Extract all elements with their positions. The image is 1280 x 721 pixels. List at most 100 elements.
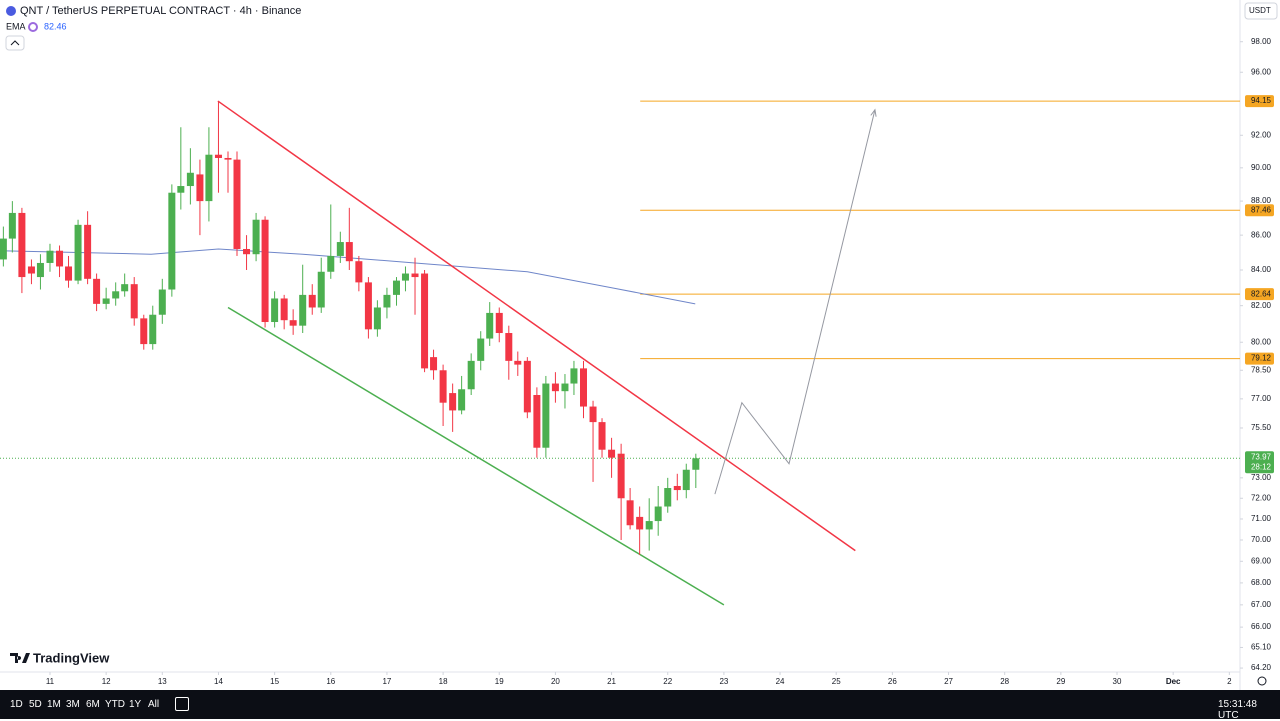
y-tick-label: 82.00 <box>1251 301 1272 310</box>
candle-body <box>477 338 485 361</box>
candle-body <box>327 255 335 272</box>
currency: USDT <box>1249 6 1271 15</box>
x-tick-label: 13 <box>158 677 167 686</box>
x-tick-label: 15 <box>270 677 279 686</box>
candle-body <box>84 224 92 279</box>
y-tick-label: 69.00 <box>1251 556 1272 565</box>
candle-body <box>654 506 662 522</box>
candle-body <box>392 280 400 295</box>
candle-body <box>467 360 475 390</box>
candle-body <box>589 406 597 423</box>
trend-line <box>227 306 725 606</box>
candle-body <box>626 500 634 526</box>
indicator-value: 82.46 <box>44 21 67 31</box>
x-tick-label: 17 <box>382 677 391 686</box>
x-tick-label: 22 <box>663 677 672 686</box>
x-tick-label: 24 <box>776 677 785 686</box>
candle-body <box>355 261 363 283</box>
level-label: 94.15 <box>1251 96 1272 105</box>
range-button[interactable]: All <box>148 699 160 710</box>
range-button[interactable]: 1M <box>47 699 61 710</box>
candle-body <box>551 383 559 392</box>
level-label: 87.46 <box>1251 205 1272 214</box>
candle-body <box>65 266 73 281</box>
candle-body <box>130 284 138 319</box>
y-tick-label: 73.00 <box>1251 473 1272 482</box>
collapse-icon <box>10 40 20 46</box>
candle-body <box>289 320 297 326</box>
range-button[interactable]: YTD <box>105 699 125 710</box>
candle-body <box>430 357 438 371</box>
x-tick-label: 25 <box>832 677 841 686</box>
candle-body <box>140 318 148 345</box>
trend-line <box>714 109 876 495</box>
y-tick-label: 78.50 <box>1251 365 1272 374</box>
candle-body <box>261 219 269 323</box>
candle-body <box>214 154 222 158</box>
candle-body <box>299 294 307 326</box>
x-tick-label: 18 <box>439 677 448 686</box>
candle-body <box>364 282 372 330</box>
candle-body <box>56 250 64 267</box>
range-button[interactable]: 3M <box>66 699 80 710</box>
candle-body <box>102 298 110 304</box>
last-price-label: 73.97 <box>1251 452 1272 461</box>
y-tick-label: 98.00 <box>1251 37 1272 46</box>
countdown: 28:12 <box>1251 462 1272 471</box>
candle-body <box>149 314 157 345</box>
x-tick-label: 23 <box>719 677 728 686</box>
candle-body <box>112 291 120 299</box>
symbol-icon <box>6 6 16 16</box>
x-tick-label: 11 <box>46 677 55 686</box>
chart: QNT / TetherUS PERPETUAL CONTRACT · 4h ·… <box>0 0 1278 690</box>
last-price-tag <box>1245 451 1274 474</box>
arrow-head <box>870 108 877 117</box>
candle-body <box>692 458 700 470</box>
logo-icon <box>10 653 30 663</box>
candle-body <box>495 312 503 334</box>
clock: 15:31:48 UTC <box>1218 699 1257 721</box>
candle-body <box>579 368 587 407</box>
indicator-icon <box>28 22 38 32</box>
candle-body <box>18 212 26 278</box>
candle-body <box>271 298 279 323</box>
y-tick-label: 88.00 <box>1251 196 1272 205</box>
candle-body <box>673 485 681 491</box>
candle-body <box>373 307 381 330</box>
range-button[interactable]: 6M <box>86 699 100 710</box>
level-label: 82.64 <box>1251 289 1272 298</box>
x-tick-label: 27 <box>944 677 953 686</box>
y-tick-label: 72.00 <box>1251 493 1272 502</box>
y-tick-label: 65.10 <box>1251 643 1272 652</box>
level-tag <box>1245 352 1274 365</box>
candle-body <box>252 219 260 255</box>
candle-body <box>608 449 616 458</box>
candle-body <box>570 368 578 384</box>
calendar-icon[interactable] <box>175 697 189 711</box>
candle-body <box>561 383 569 392</box>
range-button[interactable]: 1Y <box>129 699 142 710</box>
collapse-button[interactable] <box>5 35 25 51</box>
candle-body <box>196 174 204 202</box>
y-tick-label: 86.00 <box>1251 230 1272 239</box>
candle-body <box>74 224 82 281</box>
settings-icon[interactable] <box>1257 676 1267 686</box>
candle-body <box>401 273 409 281</box>
bottom-toolbar: 15:31:48 UTC 1D 5D 1M 3M 6M YTD 1Y All <box>0 690 1280 721</box>
x-tick-label: Dec <box>1166 677 1181 686</box>
range-button[interactable]: 1D <box>10 699 23 710</box>
candle-body <box>46 250 54 263</box>
y-tick-label: 75.50 <box>1251 423 1272 432</box>
range-button[interactable]: 5D <box>29 699 42 710</box>
x-tick-label: 30 <box>1113 677 1122 686</box>
level-tag <box>1245 288 1274 301</box>
x-tick-label: 21 <box>607 677 616 686</box>
candle-body <box>411 273 419 278</box>
x-tick-label: 12 <box>102 677 111 686</box>
chart-title: QNT / TetherUS PERPETUAL CONTRACT · 4h ·… <box>20 5 301 17</box>
candle-body <box>224 157 232 160</box>
x-tick-label: 14 <box>214 677 223 686</box>
level-tag <box>1245 204 1274 217</box>
currency-button[interactable] <box>1244 2 1278 20</box>
y-tick-label: 96.00 <box>1251 67 1272 76</box>
